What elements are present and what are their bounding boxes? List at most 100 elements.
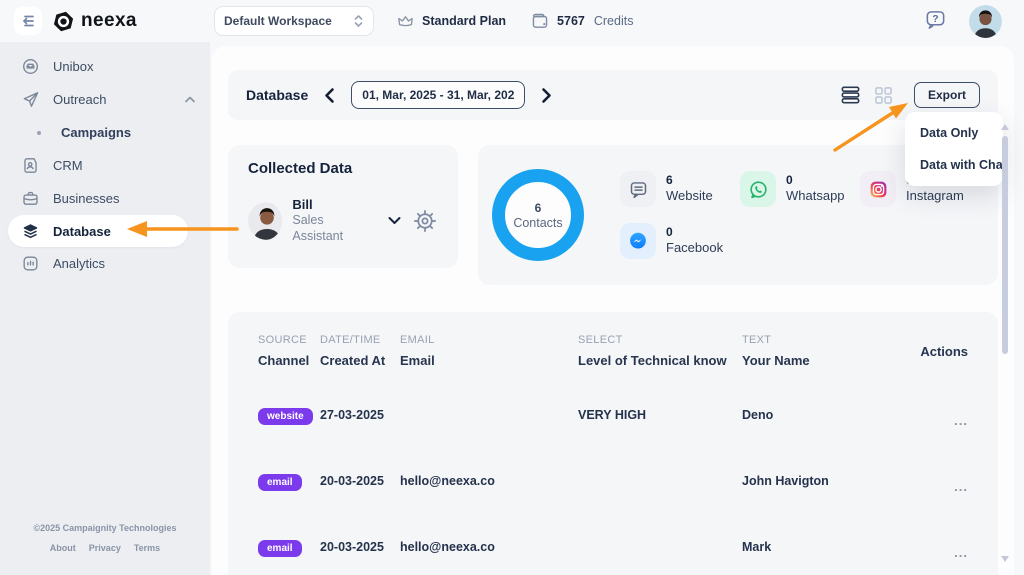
website-chat-icon: [628, 179, 649, 200]
sidebar-item-database[interactable]: Database: [8, 215, 188, 247]
scrollbar-up-arrow[interactable]: [1001, 124, 1009, 130]
workspace-selector[interactable]: Default Workspace: [214, 6, 374, 36]
grid-view-button[interactable]: [873, 84, 894, 106]
footer-link-terms[interactable]: Terms: [133, 543, 161, 553]
assistant-name: Bill: [292, 197, 313, 212]
unibox-icon: [21, 57, 40, 76]
table-header-row: SOURCE Channel DATE/TIME Created At EMAIL Ema…: [258, 334, 968, 382]
sidebar-item-analytics[interactable]: Analytics: [0, 247, 210, 280]
created-at-cell: 20-03-2025: [320, 540, 384, 554]
table-row: website 27-03-2025 VERY HIGH Deno...: [258, 382, 968, 448]
credits-indicator: 5767 Credits: [528, 12, 633, 30]
table-row: email 20-03-2025 hello@neexa.co Mark...: [258, 514, 968, 575]
table-body: website 27-03-2025 VERY HIGH Deno... email 20…: [258, 382, 968, 575]
analytics-icon: [21, 254, 40, 273]
channel-stat-facebook: 0 Facebook: [620, 223, 740, 259]
channel-badge: email: [258, 473, 302, 491]
channel-label: Instagram: [906, 188, 964, 204]
chevron-up-icon: [184, 95, 196, 104]
sidebar-collapse-button[interactable]: [14, 7, 42, 35]
scrollbar[interactable]: [1000, 122, 1010, 564]
help-button[interactable]: ?: [924, 8, 947, 34]
plan-label: Standard Plan: [422, 14, 507, 28]
neexa-logo-icon: [52, 10, 75, 33]
email-cell: hello@neexa.co: [400, 540, 495, 554]
messenger-icon: [627, 230, 649, 252]
email-cell: hello@neexa.co: [400, 474, 495, 488]
name-cell: Deno: [742, 408, 774, 422]
sidebar-item-label: Campaigns: [61, 125, 132, 140]
copyright-text: ©2025 Campaignity Technologies: [33, 523, 177, 533]
brand-area: neexa: [0, 7, 210, 35]
footer-link-privacy[interactable]: Privacy: [88, 543, 121, 553]
prev-period-button[interactable]: [322, 87, 337, 104]
export-option-data-with-chat[interactable]: Data with Chat: [920, 158, 1007, 172]
list-view-icon: [840, 84, 861, 106]
assistant-avatar: [248, 201, 283, 240]
table-row: email 20-03-2025 hello@neexa.co John Havigt…: [258, 448, 968, 514]
created-at-cell: 20-03-2025: [320, 474, 384, 488]
date-range-picker[interactable]: 01, Mar, 2025 - 31, Mar, 202: [351, 81, 526, 109]
neexa-logo[interactable]: neexa: [52, 10, 137, 33]
sidebar: Unibox Outreach Campaigns CRM Businesses Data…: [0, 42, 210, 575]
crown-icon: [396, 12, 415, 31]
briefcase-icon: [21, 189, 40, 208]
sidebar-item-label: Analytics: [53, 256, 106, 271]
crm-icon: [21, 156, 40, 175]
export-menu: Data Only Data with Chat: [905, 112, 1007, 186]
channel-label: Website: [666, 188, 713, 204]
sidebar-item-businesses[interactable]: Businesses: [0, 182, 210, 215]
sidebar-item-campaigns[interactable]: Campaigns: [0, 116, 210, 149]
channel-count: 6: [666, 172, 673, 187]
credits-label: Credits: [593, 14, 634, 28]
page-title: Database: [246, 87, 309, 103]
collapse-sidebar-icon: [20, 13, 36, 29]
channel-label: Whatsapp: [786, 188, 845, 204]
list-view-button[interactable]: [840, 84, 861, 106]
collected-data-card: Collected Data Bill Sales Assistant: [228, 145, 458, 268]
credits-value: 5767: [557, 14, 585, 28]
layers-icon: [21, 222, 40, 241]
channel-label: Facebook: [666, 240, 724, 256]
channel-stat-whatsapp: 0 Whatsapp: [740, 171, 860, 207]
footer-link-about[interactable]: About: [49, 543, 76, 553]
column-header-level-of-technical-know: SELECT Level of Technical know: [578, 334, 727, 368]
scrollbar-down-arrow[interactable]: [1001, 556, 1009, 562]
export-button[interactable]: Export: [913, 82, 980, 108]
scrollbar-thumb[interactable]: [1002, 136, 1008, 354]
name-cell: John Havigton: [742, 474, 829, 488]
instagram-icon: [868, 179, 889, 200]
next-period-button[interactable]: [539, 87, 554, 104]
gear-icon[interactable]: [412, 208, 438, 234]
collected-data-title: Collected Data: [248, 160, 353, 177]
outreach-icon: [21, 90, 40, 109]
database-toolbar: Database 01, Mar, 2025 - 31, Mar, 202: [228, 70, 998, 120]
assistant-selector[interactable]: Bill Sales Assistant: [248, 197, 438, 245]
channel-count: 0: [666, 224, 673, 239]
sidebar-nav: Unibox Outreach Campaigns CRM Businesses Data…: [0, 42, 210, 280]
sidebar-item-label: Outreach: [53, 92, 107, 107]
level-cell: VERY HIGH: [578, 408, 647, 422]
row-actions-button[interactable]: ...: [954, 412, 968, 428]
export-option-data-only[interactable]: Data Only: [920, 126, 979, 140]
user-avatar[interactable]: [969, 4, 1002, 38]
row-actions-button[interactable]: ...: [954, 478, 968, 494]
whatsapp-icon: [748, 179, 769, 200]
bullet-icon: [37, 130, 41, 135]
contacts-total: 6: [534, 200, 542, 215]
row-actions-button[interactable]: ...: [954, 544, 968, 560]
sidebar-item-crm[interactable]: CRM: [0, 149, 210, 182]
sidebar-item-label: CRM: [53, 158, 83, 173]
column-header-your-name: TEXT Your Name: [742, 334, 810, 368]
svg-text:?: ?: [932, 14, 938, 25]
sidebar-item-outreach[interactable]: Outreach: [0, 83, 210, 116]
channel-badge: email: [258, 539, 302, 557]
sidebar-footer: ©2025 Campaignity Technologies About Priv…: [0, 523, 210, 553]
chevron-left-icon: [322, 87, 337, 104]
sidebar-item-label: Businesses: [53, 191, 120, 206]
chevron-down-icon[interactable]: [387, 215, 402, 226]
sidebar-item-unibox[interactable]: Unibox: [0, 50, 210, 83]
contacts-total-label: Contacts: [513, 215, 563, 230]
plan-indicator: Standard Plan: [396, 12, 506, 31]
